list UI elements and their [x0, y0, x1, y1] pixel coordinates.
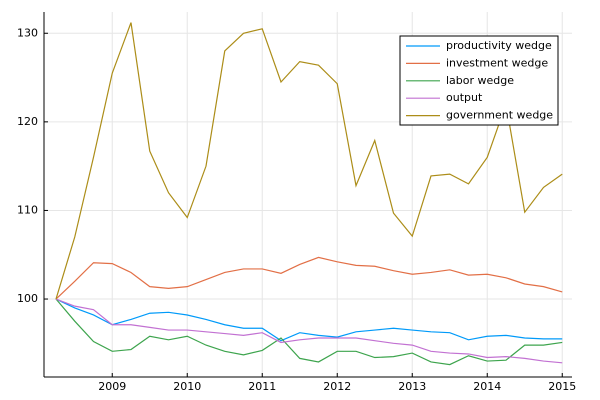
line	[55, 298, 563, 366]
legend-label: productivity wedge	[446, 39, 552, 52]
y-tick-label: 130	[17, 26, 38, 39]
x-tick-label: 2013	[398, 380, 426, 393]
line	[55, 298, 563, 364]
y-tick-label: 120	[17, 115, 38, 128]
line	[55, 256, 563, 300]
x-tick-label: 2015	[548, 380, 576, 393]
line	[55, 298, 563, 342]
x-tick-label: 2011	[248, 380, 276, 393]
x-tick-label: 2010	[173, 380, 201, 393]
x-tick-label: 2014	[473, 380, 501, 393]
y-tick-label: 100	[17, 292, 38, 305]
legend-label: investment wedge	[446, 56, 548, 69]
x-tick-label: 2009	[98, 380, 126, 393]
legend-label: labor wedge	[446, 74, 514, 87]
legend-label: output	[446, 91, 483, 104]
y-tick-label: 110	[17, 203, 38, 216]
x-tick-label: 2012	[323, 380, 351, 393]
line	[55, 22, 563, 300]
legend-label: government wedge	[446, 109, 553, 122]
